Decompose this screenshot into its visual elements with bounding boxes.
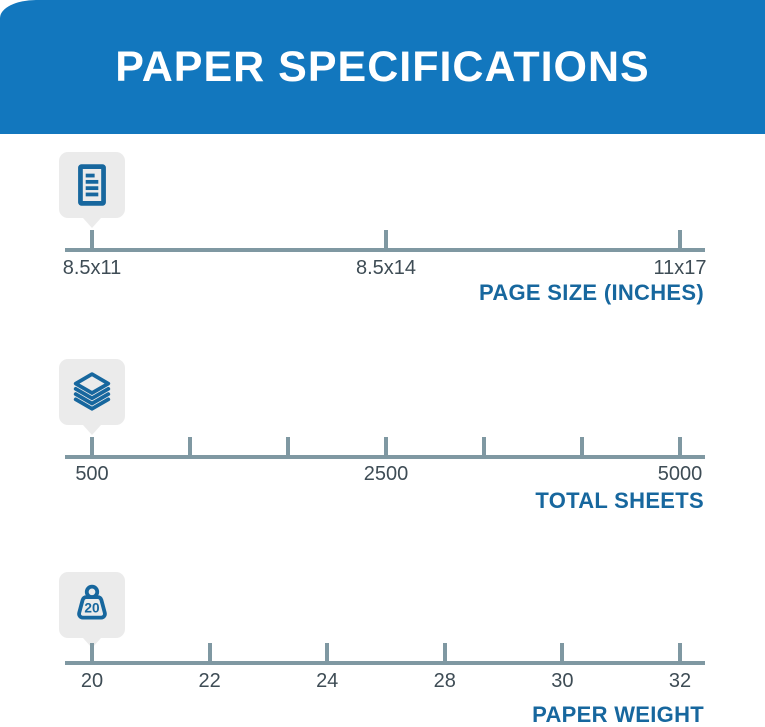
tick-label: 2500 <box>363 463 409 485</box>
weight-icon: 20 <box>77 584 107 620</box>
tick-label: 24 <box>316 670 339 692</box>
tick-mark <box>90 643 94 665</box>
tick-mark <box>384 437 388 459</box>
weight-icon-value: 20 <box>84 600 100 615</box>
page-title: PAPER SPECIFICATIONS <box>115 42 650 91</box>
tick-mark <box>384 230 388 252</box>
paper-weight-scale-title: PAPER WEIGHT <box>532 702 704 727</box>
page-size-scale-line <box>65 248 705 252</box>
tick-mark <box>188 437 192 459</box>
tick-label: 30 <box>551 670 574 692</box>
tick-label: 5000 <box>657 463 703 485</box>
tick-mark <box>286 437 290 459</box>
tick-label: 8.5x11 <box>62 257 122 279</box>
tick-mark <box>678 643 682 665</box>
tick-label: 11x17 <box>653 257 707 279</box>
tick-mark <box>442 643 447 665</box>
tick-label: 500 <box>75 463 109 485</box>
total-sheets-scale-line <box>65 455 705 459</box>
tick-label: 22 <box>198 670 221 692</box>
tick-mark <box>580 437 584 459</box>
page-size-scale-title: PAGE SIZE (INCHES) <box>478 280 704 305</box>
paper-weight-scale-line <box>65 661 705 665</box>
tick-mark <box>678 230 682 252</box>
tick-label: 32 <box>668 670 692 692</box>
tick-mark <box>560 643 565 665</box>
tick-mark <box>90 437 94 459</box>
header-banner: PAPER SPECIFICATIONS <box>0 0 765 134</box>
tick-mark <box>90 230 94 252</box>
tick-mark <box>678 437 682 459</box>
paper-stack-icon <box>73 372 111 411</box>
paper-weight-marker-badge: 20 <box>59 572 125 638</box>
tick-mark <box>482 437 486 459</box>
tick-mark <box>325 643 330 665</box>
total-sheets-scale-title: TOTAL SHEETS <box>535 488 704 513</box>
total-sheets-marker-badge <box>59 359 125 425</box>
tick-label: 20 <box>80 670 104 692</box>
tick-mark <box>207 643 212 665</box>
page-size-marker-badge <box>59 152 125 218</box>
tick-label: 28 <box>433 670 456 692</box>
tick-label: 8.5x14 <box>355 257 417 279</box>
document-icon <box>78 164 106 206</box>
